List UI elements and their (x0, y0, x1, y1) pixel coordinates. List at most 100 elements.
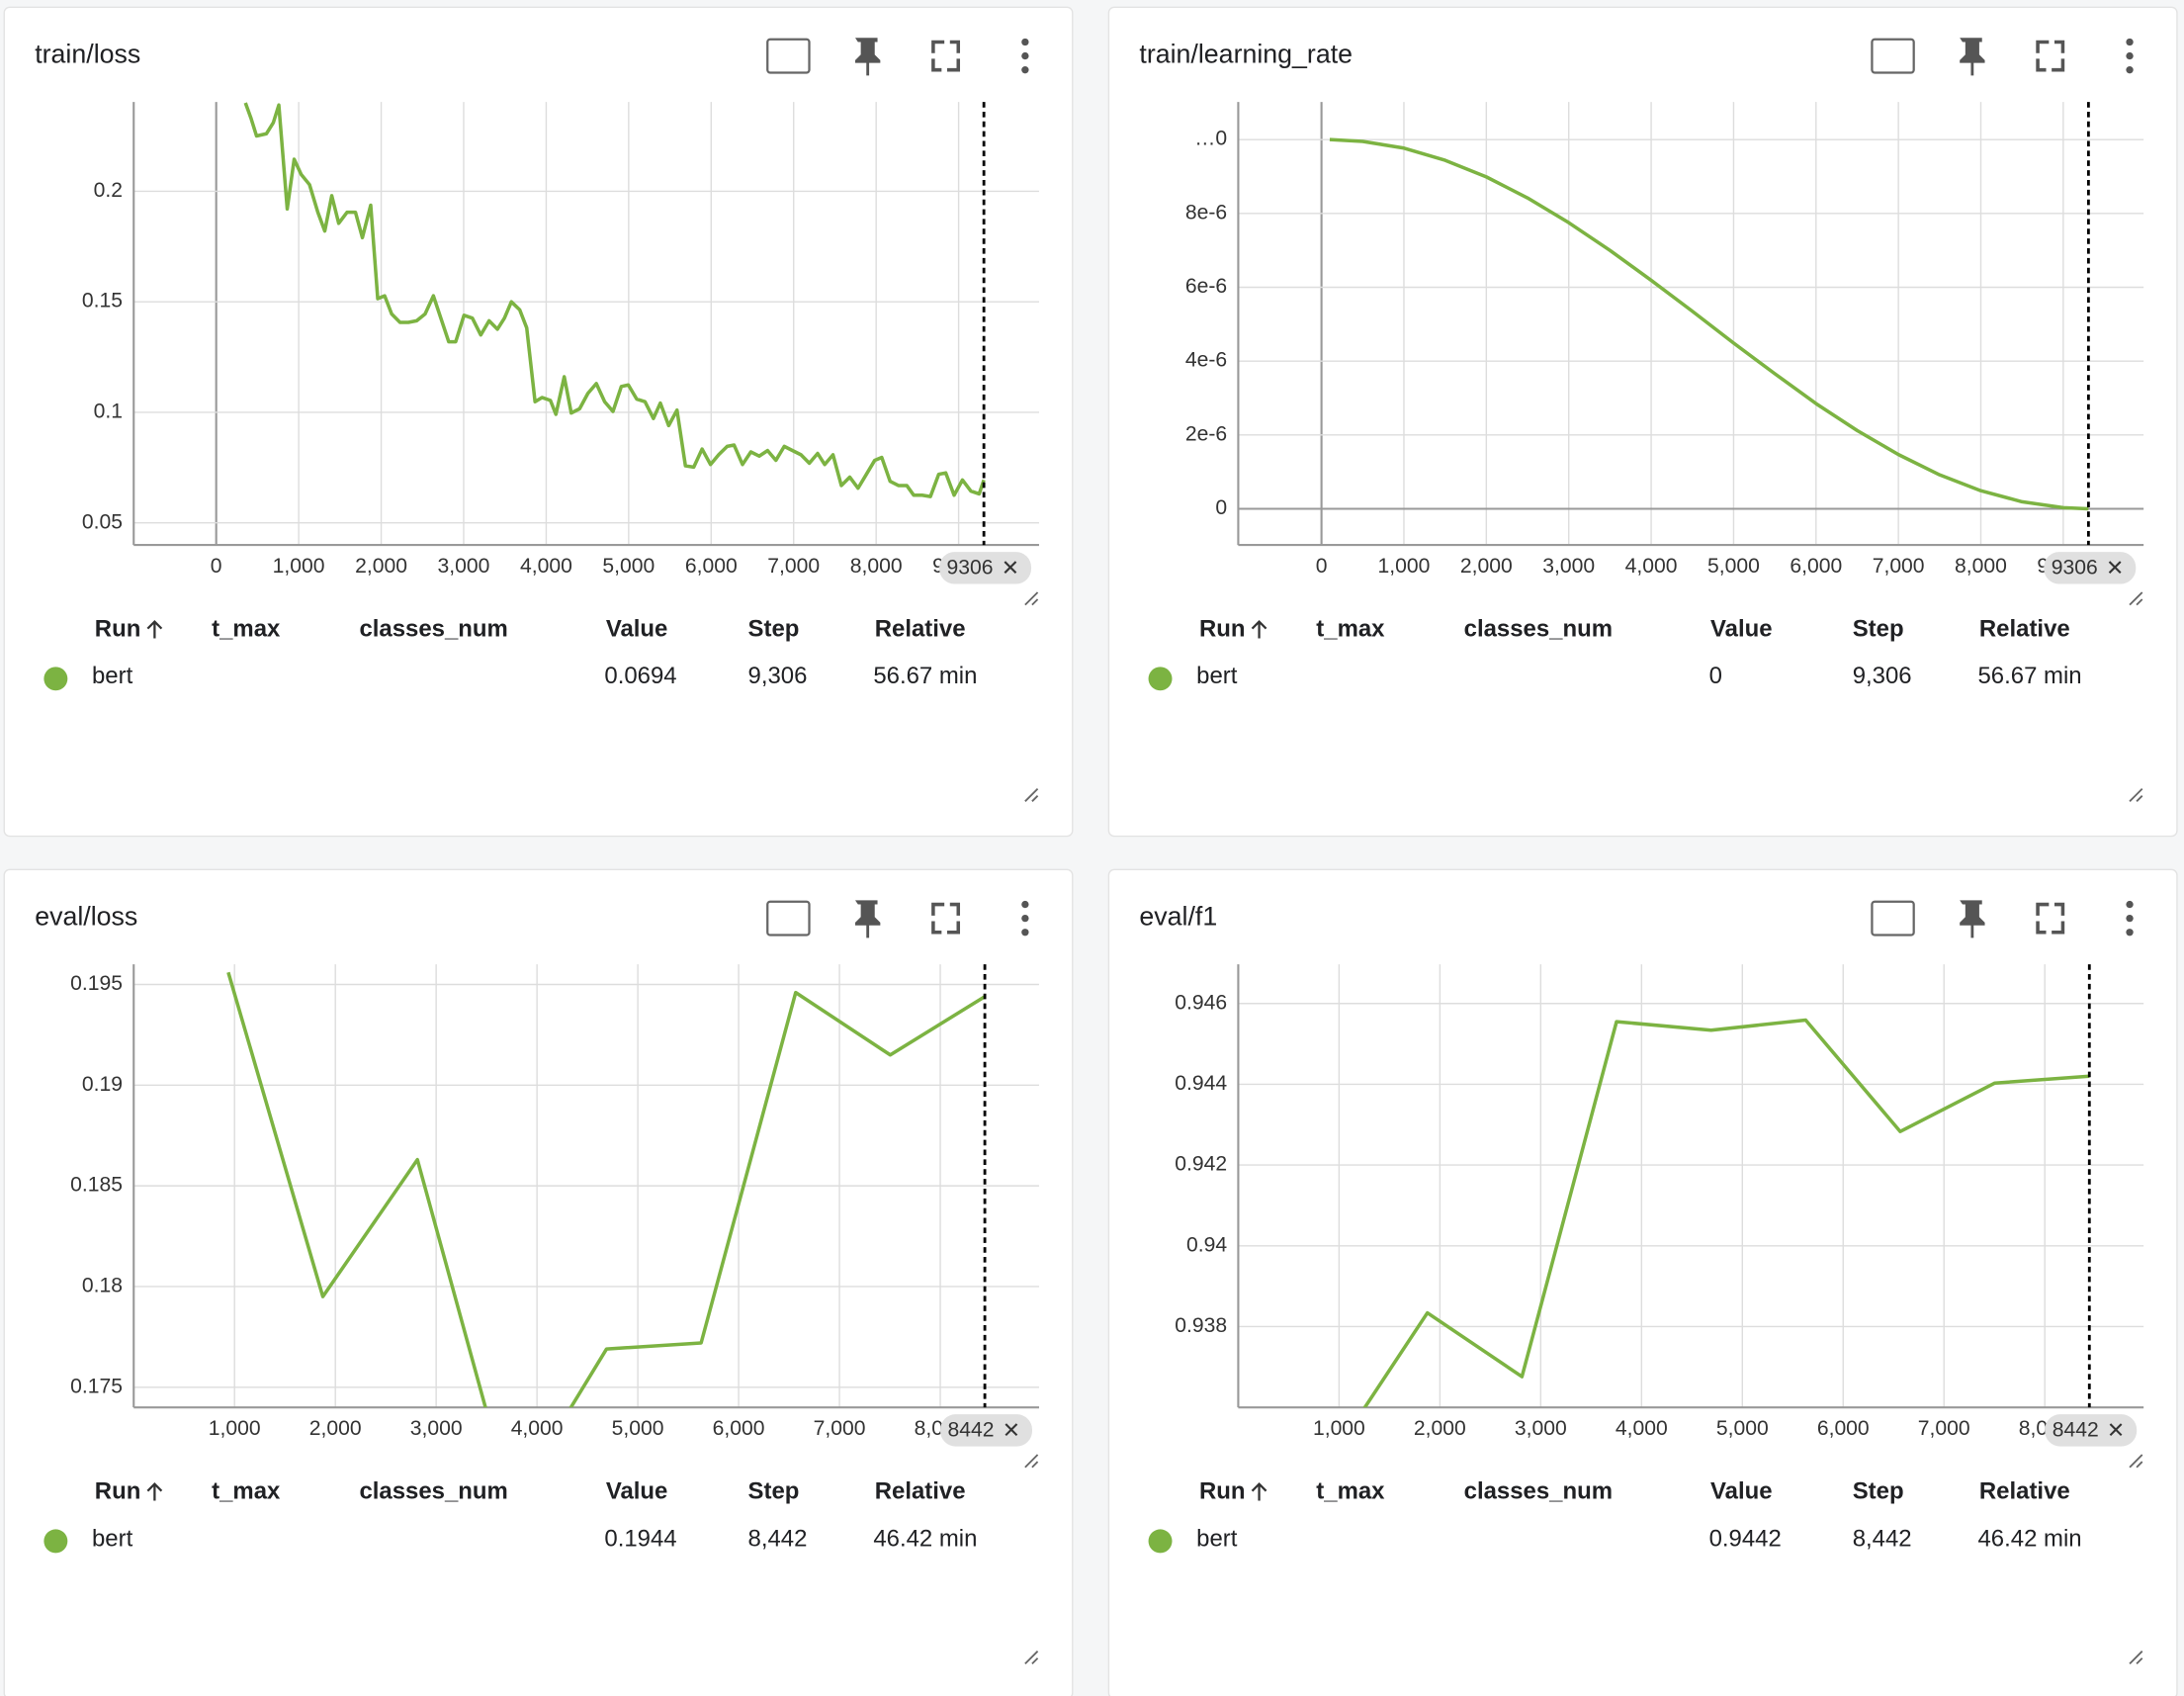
menu-dot[interactable] (1021, 51, 1029, 60)
fit-domain-button[interactable] (1871, 38, 1915, 74)
chart-title: train/loss (35, 40, 140, 69)
fullscreen-button[interactable] (2036, 40, 2065, 72)
table-header: Relative (875, 1477, 966, 1504)
fullscreen-button[interactable] (2036, 902, 2065, 935)
cell-value: 0.1944 (604, 1525, 676, 1552)
y-tick-label: 0.938 (1175, 1314, 1227, 1337)
resize-handle (2129, 1651, 2143, 1665)
x-tick-label: 5,000 (1716, 1417, 1769, 1440)
cell-value: 0.0694 (604, 663, 676, 689)
chart-card: eval/loss 1,000 2,000 3,000 4,000 5,000 6,000 7… (3, 868, 1074, 1696)
y-tick-label: 0.195 (70, 972, 123, 995)
cursor-badge (2045, 1414, 2138, 1447)
table-header: Step (1853, 1477, 1904, 1504)
table-header: Run (95, 615, 141, 642)
cursor-close[interactable] (1004, 561, 1017, 575)
x-tick-label: 0 (1316, 555, 1328, 578)
data-line (243, 102, 986, 498)
cell-relative: 56.67 min (1977, 663, 2081, 689)
pin-button[interactable] (1960, 38, 1985, 76)
cursor-label: 8442 (948, 1419, 995, 1442)
y-tick-label: 2e-6 (1185, 422, 1227, 445)
card (3, 6, 1074, 838)
table-header: t_max (1316, 615, 1385, 642)
resize-handle (1024, 1454, 1039, 1469)
cursor-badge (940, 1414, 1033, 1447)
resize-handle (2129, 591, 2143, 606)
menu-dot[interactable] (1021, 38, 1029, 46)
chart-card: train/loss 0 1,000 2,000 3,000 4,000 5,000 6,00… (3, 6, 1074, 838)
menu-dot[interactable] (2126, 900, 2134, 909)
pin-button[interactable] (855, 38, 881, 76)
table-header: Relative (1979, 1477, 2070, 1504)
sort-arrow (146, 619, 163, 639)
x-tick-label: 5,000 (602, 555, 655, 578)
cell-value: 0 (1709, 663, 1722, 689)
resize-handle (2129, 1454, 2143, 1469)
menu-dot[interactable] (1021, 929, 1029, 937)
x-tick-label: 3,000 (438, 555, 490, 578)
resize-handle (1024, 1651, 1039, 1665)
menu-dot[interactable] (2126, 66, 2134, 74)
cursor-label: 8442 (2053, 1419, 2099, 1442)
resize-handle (1024, 787, 1039, 802)
fit-domain-button[interactable] (766, 38, 811, 74)
x-tick-label: 3,000 (1515, 1417, 1567, 1440)
menu-dot[interactable] (1021, 66, 1029, 74)
x-tick-label: 8,000 (850, 555, 903, 578)
cell-relative: 56.67 min (873, 663, 977, 689)
card (3, 868, 1074, 1696)
cell-step: 9,306 (1853, 663, 1912, 689)
cursor-close[interactable] (1005, 1423, 1018, 1437)
cell-step: 8,442 (1853, 1525, 1912, 1552)
table-header: t_max (212, 615, 281, 642)
run-name: bert (92, 1525, 133, 1552)
cell-step: 9,306 (748, 663, 808, 689)
sort-arrow (1251, 619, 1267, 639)
x-tick-label: 4,000 (511, 1417, 564, 1440)
table-header: t_max (212, 1477, 281, 1504)
pin-button[interactable] (855, 900, 881, 938)
pin-button[interactable] (1960, 900, 1985, 938)
fit-domain-button[interactable] (766, 900, 811, 937)
table-header: Value (606, 1477, 668, 1504)
y-tick-label: 8e-6 (1185, 201, 1227, 223)
y-tick-label: 0.05 (82, 510, 123, 533)
menu-dot[interactable] (1021, 914, 1029, 923)
run-name: bert (92, 663, 133, 689)
x-tick-label: 3,000 (410, 1417, 463, 1440)
x-tick-label: 2,000 (1460, 555, 1513, 578)
fullscreen-button[interactable] (931, 902, 961, 935)
table-header: t_max (1316, 1477, 1385, 1504)
chart-title: eval/loss (35, 902, 137, 932)
table-header: Value (606, 615, 668, 642)
menu-dot[interactable] (2126, 51, 2134, 60)
toolbar (1871, 900, 2134, 938)
menu-dot[interactable] (1021, 900, 1029, 909)
y-tick-label: 6e-6 (1185, 275, 1227, 298)
table-header: Step (1853, 615, 1904, 642)
x-tick-label: 7,000 (1873, 555, 1925, 578)
menu-dot[interactable] (2126, 914, 2134, 923)
fullscreen-button[interactable] (931, 40, 961, 72)
menu-dot[interactable] (2126, 929, 2134, 937)
x-tick-label: 2,000 (309, 1417, 362, 1440)
menu-dot[interactable] (2126, 38, 2134, 46)
x-tick-label: 4,000 (1625, 555, 1678, 578)
table-header: Step (748, 615, 800, 642)
fit-domain-button[interactable] (1871, 900, 1915, 937)
cell-step: 8,442 (748, 1525, 808, 1552)
x-tick-label: 1,000 (209, 1417, 261, 1440)
y-tick-label: 0.19 (82, 1073, 123, 1096)
x-tick-label: 7,000 (767, 555, 820, 578)
data-line (1329, 137, 2089, 511)
table-header: Value (1710, 615, 1773, 642)
cursor-close[interactable] (2109, 1423, 2123, 1437)
table-header: Value (1710, 1477, 1773, 1504)
legend-dot (44, 667, 68, 691)
cursor-close[interactable] (2108, 561, 2122, 575)
y-tick-label: 0.2 (94, 179, 123, 202)
x-tick-label: 7,000 (1918, 1417, 1970, 1440)
run-name: bert (1196, 663, 1238, 689)
